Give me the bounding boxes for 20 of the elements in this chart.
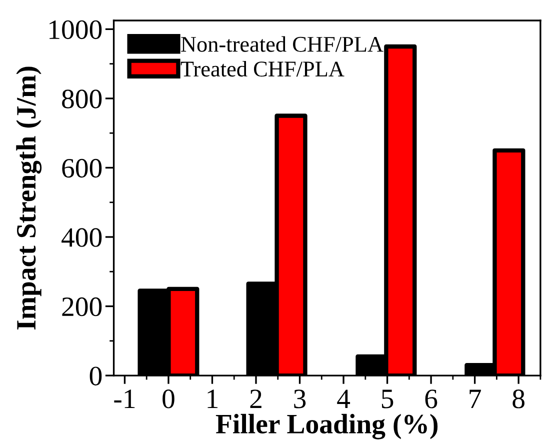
y-tick-label: 600 — [62, 158, 102, 178]
x-tick-label: 7 — [470, 390, 481, 408]
x-tick-label: 1 — [208, 390, 218, 408]
legend-label: Treated CHF/PLA — [180, 60, 344, 77]
y-tick-label: 200 — [62, 297, 102, 316]
x-tick-label: 2 — [250, 390, 262, 408]
legend-label: Non-treated CHF/PLA — [181, 36, 384, 52]
y-axis-title: Impact Strength (J/m) — [16, 66, 42, 330]
x-tick-label: 8 — [512, 390, 524, 408]
x-tick-label: 3 — [294, 390, 306, 408]
x-tick-label: -1 — [114, 390, 135, 408]
y-tick-label: 1000 — [50, 20, 102, 40]
x-tick-label: 6 — [425, 390, 438, 408]
x-axis-title: Filler Loading (%) — [216, 414, 438, 440]
y-tick-label: 0 — [90, 366, 102, 386]
y-tick-label: 800 — [62, 90, 102, 108]
x-tick-label: 4 — [337, 390, 350, 408]
x-tick-label: 0 — [162, 390, 174, 408]
x-tick-label: 5 — [382, 390, 394, 408]
y-tick-label: 400 — [62, 228, 102, 247]
